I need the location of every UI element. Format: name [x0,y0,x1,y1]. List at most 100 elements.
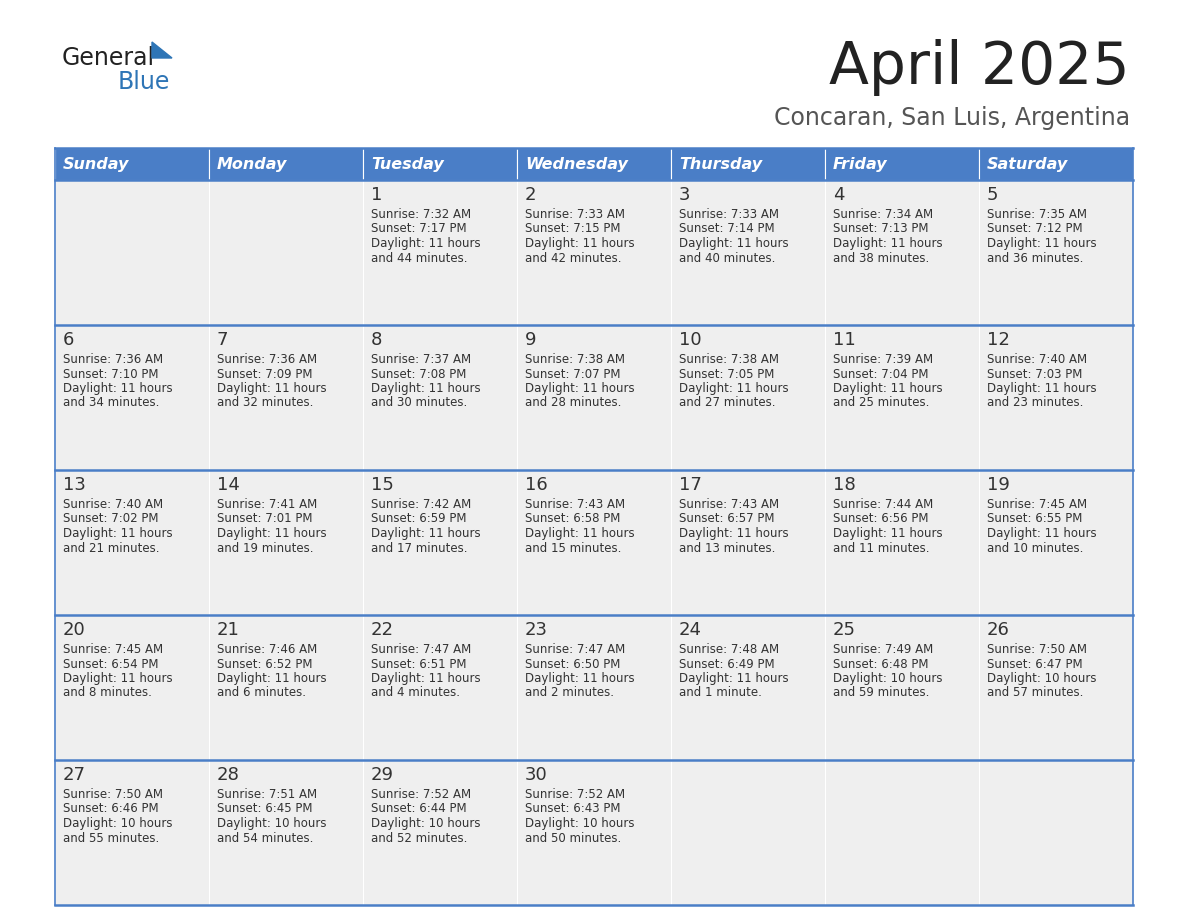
Text: 16: 16 [525,476,548,494]
Text: Sunrise: 7:43 AM: Sunrise: 7:43 AM [525,498,625,511]
Bar [824,180,979,325]
Text: 29: 29 [371,766,394,784]
Text: 7: 7 [217,331,228,349]
Text: Sunrise: 7:47 AM: Sunrise: 7:47 AM [525,643,625,656]
Text: Daylight: 11 hours: Daylight: 11 hours [217,672,327,685]
Bar [824,760,979,905]
Text: 27: 27 [63,766,86,784]
Text: Wednesday: Wednesday [525,156,628,172]
Text: and 40 minutes.: and 40 minutes. [680,252,776,264]
Bar [364,325,517,470]
Text: and 25 minutes.: and 25 minutes. [833,397,929,409]
Text: Daylight: 11 hours: Daylight: 11 hours [680,382,789,395]
Text: 21: 21 [217,621,240,639]
Text: Sunset: 7:02 PM: Sunset: 7:02 PM [63,512,158,525]
Bar [979,615,1133,760]
Text: 6: 6 [63,331,75,349]
Text: Sunrise: 7:40 AM: Sunrise: 7:40 AM [987,353,1087,366]
Text: Sunrise: 7:52 AM: Sunrise: 7:52 AM [371,788,472,801]
Text: Daylight: 10 hours: Daylight: 10 hours [525,817,634,830]
Text: and 36 minutes.: and 36 minutes. [987,252,1083,264]
Bar [517,615,671,760]
Text: Daylight: 11 hours: Daylight: 11 hours [833,237,942,250]
Text: Sunset: 6:59 PM: Sunset: 6:59 PM [371,512,467,525]
Text: Sunrise: 7:41 AM: Sunrise: 7:41 AM [217,498,317,511]
Text: Sunset: 6:55 PM: Sunset: 6:55 PM [987,512,1082,525]
Text: 26: 26 [987,621,1010,639]
Text: 5: 5 [987,186,998,204]
Text: and 54 minutes.: and 54 minutes. [217,832,314,845]
Text: 18: 18 [833,476,855,494]
Text: and 11 minutes.: and 11 minutes. [833,542,929,554]
Text: 10: 10 [680,331,702,349]
Bar [209,180,364,325]
Text: Blue: Blue [118,70,170,94]
Text: Sunset: 6:50 PM: Sunset: 6:50 PM [525,657,620,670]
Bar [979,470,1133,615]
Text: Sunrise: 7:51 AM: Sunrise: 7:51 AM [217,788,317,801]
Bar [671,148,824,180]
Text: Sunrise: 7:33 AM: Sunrise: 7:33 AM [680,208,779,221]
Bar [364,180,517,325]
Text: and 4 minutes.: and 4 minutes. [371,687,460,700]
Text: Daylight: 11 hours: Daylight: 11 hours [525,237,634,250]
Bar [364,615,517,760]
Bar [364,760,517,905]
Text: Sunrise: 7:49 AM: Sunrise: 7:49 AM [833,643,934,656]
Text: Tuesday: Tuesday [371,156,444,172]
Text: 17: 17 [680,476,702,494]
Bar [517,148,671,180]
Text: Sunrise: 7:40 AM: Sunrise: 7:40 AM [63,498,163,511]
Text: Sunrise: 7:32 AM: Sunrise: 7:32 AM [371,208,472,221]
Text: and 1 minute.: and 1 minute. [680,687,762,700]
Text: Daylight: 11 hours: Daylight: 11 hours [63,527,172,540]
Text: Daylight: 11 hours: Daylight: 11 hours [371,382,481,395]
Bar [55,470,209,615]
Text: 20: 20 [63,621,86,639]
Text: Sunset: 7:07 PM: Sunset: 7:07 PM [525,367,620,380]
Text: Sunrise: 7:38 AM: Sunrise: 7:38 AM [525,353,625,366]
Bar [671,760,824,905]
Bar [671,325,824,470]
Text: Sunset: 6:51 PM: Sunset: 6:51 PM [371,657,467,670]
Text: Sunset: 6:57 PM: Sunset: 6:57 PM [680,512,775,525]
Text: and 17 minutes.: and 17 minutes. [371,542,468,554]
Text: Daylight: 11 hours: Daylight: 11 hours [371,527,481,540]
Text: Sunrise: 7:42 AM: Sunrise: 7:42 AM [371,498,472,511]
Bar [671,470,824,615]
Text: Sunrise: 7:48 AM: Sunrise: 7:48 AM [680,643,779,656]
Text: and 34 minutes.: and 34 minutes. [63,397,159,409]
Text: and 50 minutes.: and 50 minutes. [525,832,621,845]
Text: Sunset: 7:04 PM: Sunset: 7:04 PM [833,367,929,380]
Text: Daylight: 11 hours: Daylight: 11 hours [217,382,327,395]
Bar [55,760,209,905]
Text: 1: 1 [371,186,383,204]
Text: and 52 minutes.: and 52 minutes. [371,832,467,845]
Bar [209,148,364,180]
Text: and 15 minutes.: and 15 minutes. [525,542,621,554]
Text: 2: 2 [525,186,537,204]
Bar [55,615,209,760]
Text: Sunset: 7:13 PM: Sunset: 7:13 PM [833,222,929,236]
Text: Sunrise: 7:45 AM: Sunrise: 7:45 AM [987,498,1087,511]
Bar [517,325,671,470]
Text: Sunset: 6:43 PM: Sunset: 6:43 PM [525,802,620,815]
Text: Sunrise: 7:35 AM: Sunrise: 7:35 AM [987,208,1087,221]
Text: Daylight: 11 hours: Daylight: 11 hours [680,672,789,685]
Text: and 19 minutes.: and 19 minutes. [217,542,314,554]
Text: Concaran, San Luis, Argentina: Concaran, San Luis, Argentina [773,106,1130,130]
Text: 9: 9 [525,331,537,349]
Text: Sunset: 7:01 PM: Sunset: 7:01 PM [217,512,312,525]
Text: 15: 15 [371,476,394,494]
Text: Sunset: 6:49 PM: Sunset: 6:49 PM [680,657,775,670]
Text: Sunrise: 7:33 AM: Sunrise: 7:33 AM [525,208,625,221]
Text: Sunset: 6:47 PM: Sunset: 6:47 PM [987,657,1082,670]
Text: Daylight: 10 hours: Daylight: 10 hours [63,817,172,830]
Text: and 44 minutes.: and 44 minutes. [371,252,468,264]
Bar [364,148,517,180]
Text: 22: 22 [371,621,394,639]
Text: Thursday: Thursday [680,156,763,172]
Text: Daylight: 11 hours: Daylight: 11 hours [371,237,481,250]
Text: Friday: Friday [833,156,887,172]
Text: Sunset: 6:46 PM: Sunset: 6:46 PM [63,802,159,815]
